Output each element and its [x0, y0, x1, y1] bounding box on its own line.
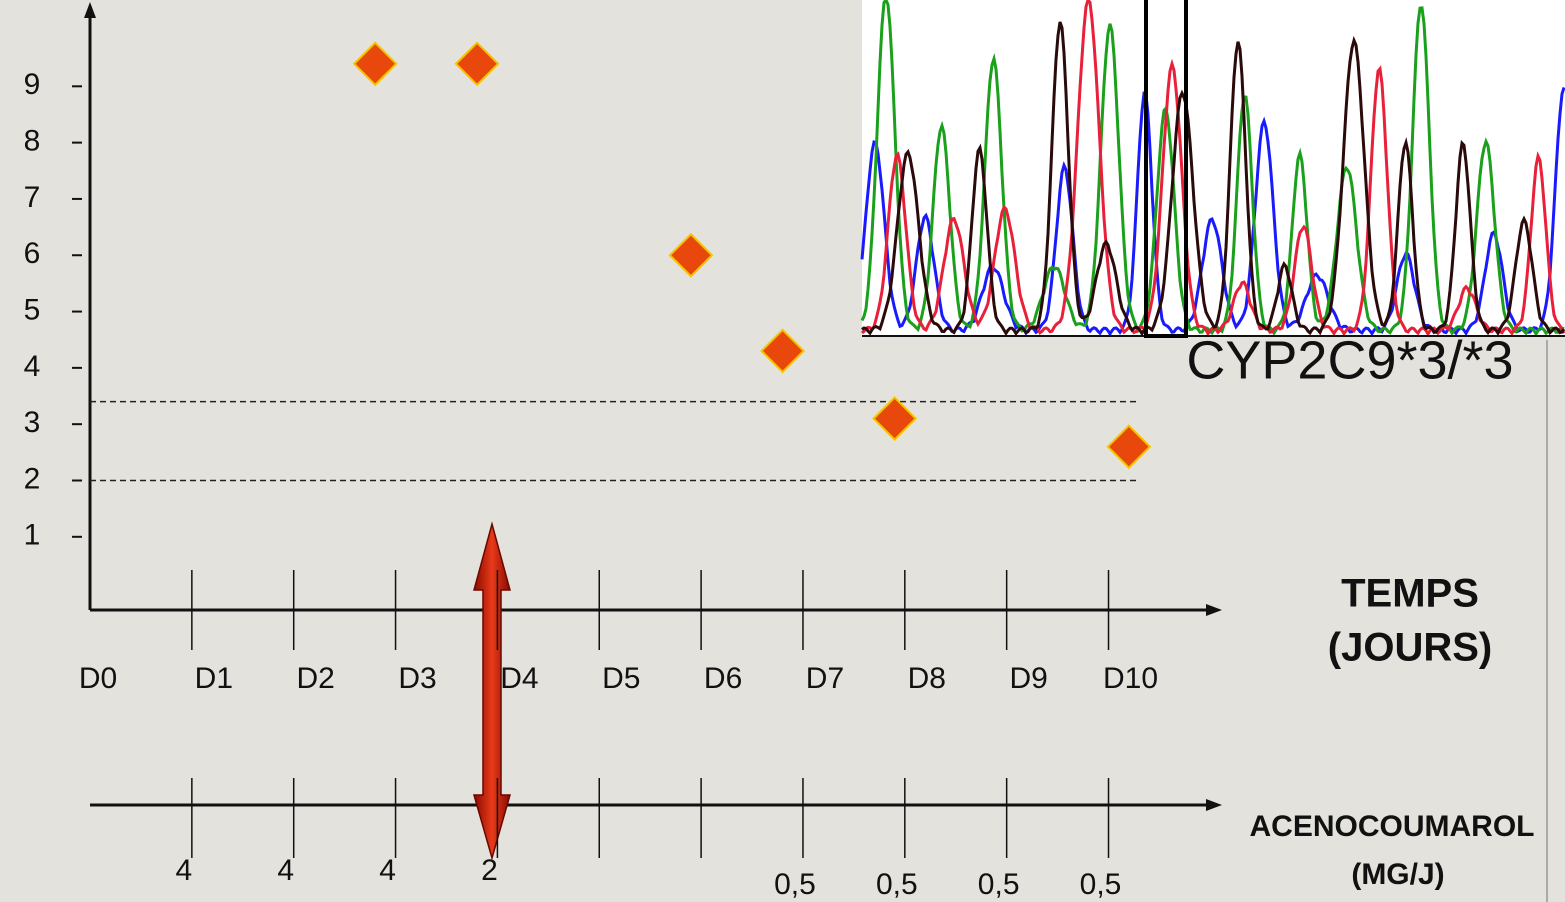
dose-label: 0,5 [978, 868, 1020, 901]
genotype-label: CYP2C9*3/*3 [1186, 330, 1513, 390]
y-tick-label: 5 [24, 293, 41, 326]
dose-label: ACENOCOUMAROL [1250, 810, 1535, 843]
x-tick-label: D9 [1009, 662, 1047, 695]
dose-label: 0,5 [876, 868, 918, 901]
data-point [354, 43, 396, 85]
y-tick-label: 6 [24, 237, 41, 270]
y-tick-label: 1 [24, 519, 41, 552]
data-point [762, 330, 804, 372]
x-tick-label: D3 [398, 662, 436, 695]
x-tick-label: D4 [500, 662, 538, 695]
x-tick-label: D0 [79, 662, 117, 695]
x-axis-label: TEMPS [1341, 572, 1479, 616]
chromatogram [862, 0, 1565, 336]
data-point [1108, 426, 1150, 468]
x-tick-label: D1 [195, 662, 233, 695]
y-tick-label: 3 [24, 406, 41, 439]
x-tick-label: D5 [602, 662, 640, 695]
data-point [670, 234, 712, 276]
y-tick-label: 4 [24, 350, 41, 383]
x-tick-label: D8 [908, 662, 946, 695]
y-tick-label: 8 [24, 125, 41, 158]
dose-label: 0,5 [774, 868, 816, 901]
y-axis-arrow [84, 2, 96, 18]
data-point [456, 43, 498, 85]
y-tick-label: 7 [24, 181, 41, 214]
x-tick-label: D7 [806, 662, 844, 695]
x-axis-label: (JOURS) [1328, 626, 1492, 670]
dose-label: 4 [176, 854, 193, 887]
x-tick-label: D10 [1103, 662, 1158, 695]
dose-label: 4 [379, 854, 396, 887]
data-point [874, 398, 916, 440]
dose-label: (MG/J) [1351, 858, 1444, 891]
dose-label: 0,5 [1080, 868, 1122, 901]
dose-label: 2 [481, 854, 498, 887]
x-tick-label: D6 [704, 662, 742, 695]
y-tick-label: 9 [24, 68, 41, 101]
dose-label: 4 [277, 854, 294, 887]
dose-axis-arrow [1206, 799, 1222, 811]
x-tick-label: D2 [297, 662, 335, 695]
x-axis-arrow [1206, 604, 1222, 616]
chart: CYP2C9*3/*3 TEMPS (JOURS) ACENOCOUMAROL … [0, 0, 1565, 902]
y-tick-label: 2 [24, 462, 41, 495]
